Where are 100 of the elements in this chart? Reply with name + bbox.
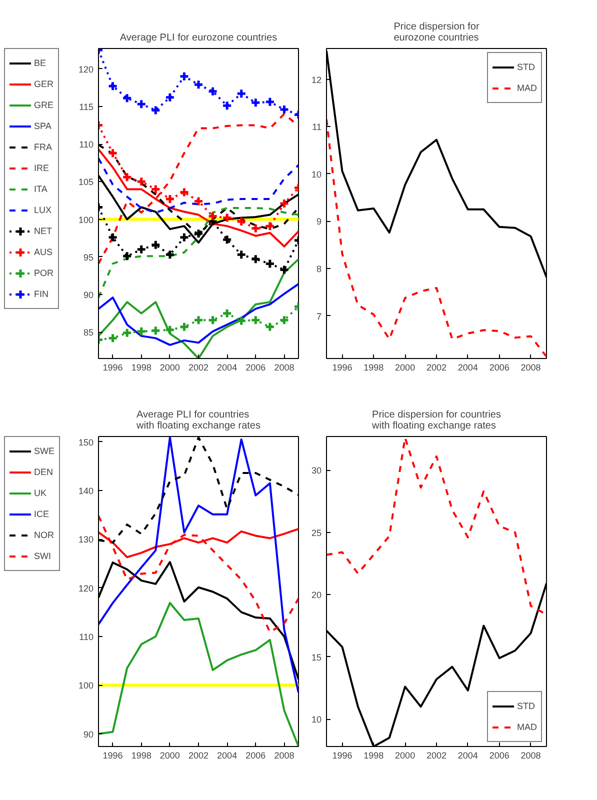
y-tick-label: 30 [311,466,322,476]
x-tick-label: 2006 [246,750,266,760]
point [164,249,176,260]
y-tick-label: 115 [79,102,94,112]
point [150,325,161,336]
point [264,220,276,232]
x-tick-label: 1998 [131,750,152,760]
x-tick-label: 2000 [395,750,416,760]
y-tick-label: 140 [78,486,94,496]
line-series [98,157,298,214]
y-tick-label: 110 [79,632,94,642]
legend-label: LUX [34,205,53,215]
point [108,232,118,243]
y-tick-label: 120 [78,583,94,594]
x-tick-label: 2008 [520,362,541,372]
line-series [326,436,546,616]
chart-title: Average PLI for countries with floating exchange rates [136,410,260,432]
legend-label: AUS [34,247,54,257]
legend-label: BE [34,58,48,68]
point [136,98,147,110]
point [136,176,147,187]
point [178,186,190,198]
legend-label: IRE [34,163,50,173]
y-tick-label: 25 [311,528,322,538]
line-series [326,118,546,358]
point [178,232,190,243]
point [150,104,161,116]
point [122,92,132,104]
legend-label: SWI [34,551,52,561]
line-series [98,112,298,265]
point [264,258,276,269]
x-tick-label: 2004 [217,750,238,760]
legend-label: STD [517,62,536,72]
legend-label: MAD [517,722,537,732]
point [278,314,290,326]
legend-label: ICE [34,509,50,519]
y-tick-label: 130 [78,534,94,545]
point [108,148,118,158]
point [278,264,290,275]
point [236,88,247,99]
line-series [98,514,298,634]
point [164,324,176,336]
legend-label: NET [34,226,53,236]
x-tick-label: 2000 [395,362,416,372]
point [250,223,261,234]
legend-label: SPA [34,121,52,131]
point [108,332,118,344]
y-tick-label: 8 [316,264,322,274]
x-tick-label: 1998 [364,362,384,372]
point [222,100,232,111]
legend-label: GER [34,79,54,89]
point [164,92,176,103]
legend-label: GRE [34,100,54,110]
legend-label: ITA [34,184,48,194]
x-tick-label: 2006 [246,362,266,372]
y-tick-label: 85 [83,328,94,338]
point [250,254,261,264]
x-tick-label: 1998 [364,750,384,760]
x-tick-label: 1996 [102,362,123,372]
y-tick-label: 110 [79,140,94,150]
point [178,71,190,82]
point [222,212,232,224]
y-tick-label: 120 [78,64,94,74]
point [136,326,147,337]
y-tick-label: 90 [83,290,94,300]
x-tick-label: 1996 [332,750,352,760]
x-tick-label: 2002 [188,750,209,760]
point [193,196,204,206]
y-tick-label: 150 [78,437,94,448]
point [222,234,232,245]
chart-title: Price dispersion for eurozone countries [394,22,480,44]
y-tick-label: 12 [311,74,322,85]
line-series [98,283,298,346]
y-tick-label: 90 [83,729,94,740]
x-tick-label: 1996 [332,362,352,372]
legend-label: SWE [34,446,55,456]
x-tick-label: 1996 [102,750,123,760]
x-tick-label: 2004 [458,750,478,760]
point [264,322,276,332]
x-tick-label: 2002 [426,750,447,760]
y-tick-label: 15 [311,652,322,662]
x-tick-label: 2006 [489,750,510,760]
x-tick-label: 2008 [520,750,541,760]
legend-label: DEN [34,467,54,477]
point [193,314,204,326]
chart-title: Average PLI for eurozone countries [120,32,278,44]
point [122,172,132,182]
point [236,216,247,227]
point [250,97,261,108]
legend-label: UK [34,488,48,498]
y-tick-label: 95 [83,252,94,262]
point [208,86,218,97]
y-tick-label: 10 [311,169,322,180]
x-tick-label: 2002 [188,362,209,372]
point [264,96,276,108]
chart-title: Price dispersion for countries with floating exchange rates [371,410,501,432]
point [208,211,218,222]
legend-label: STD [517,701,536,711]
x-tick-label: 2000 [160,362,180,372]
y-tick-label: 10 [311,714,322,725]
